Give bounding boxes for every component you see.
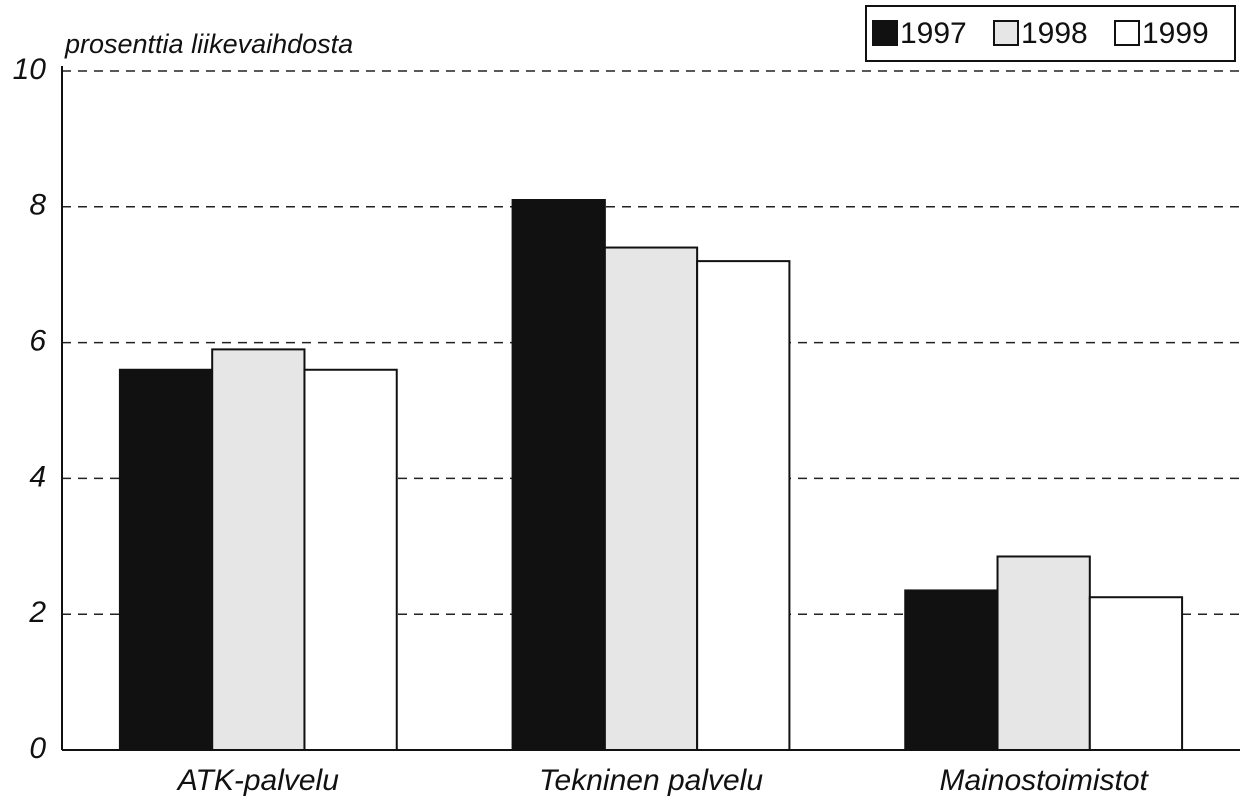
legend-box (865, 5, 1236, 62)
bar (511, 199, 606, 751)
x-tick-label: ATK-palvelu (176, 764, 339, 797)
legend-swatch (993, 20, 1019, 46)
y-tick-label: 0 (29, 732, 46, 765)
x-tick-label: Mainostoimistot (939, 764, 1149, 797)
legend-swatch (872, 20, 898, 46)
legend-label: 1999 (1142, 17, 1209, 50)
bar (1088, 596, 1184, 751)
bar (303, 368, 398, 751)
legend-swatch (1114, 20, 1140, 46)
y-tick-label: 10 (13, 53, 47, 86)
bar (118, 368, 214, 751)
legend-label: 1997 (900, 17, 967, 50)
y-axis-label: prosenttia liikevaihdosta (64, 29, 353, 59)
y-tick-label: 6 (29, 325, 46, 358)
y-tick-label: 8 (29, 189, 46, 222)
x-tick-label: Tekninen palvelu (539, 764, 763, 797)
y-tick-label: 4 (29, 460, 46, 493)
bar (996, 555, 1091, 751)
bar (603, 246, 699, 751)
legend-label: 1998 (1021, 17, 1088, 50)
y-tick-label: 2 (28, 596, 46, 629)
bar (696, 260, 791, 751)
bar (904, 589, 999, 751)
bar (211, 348, 306, 751)
